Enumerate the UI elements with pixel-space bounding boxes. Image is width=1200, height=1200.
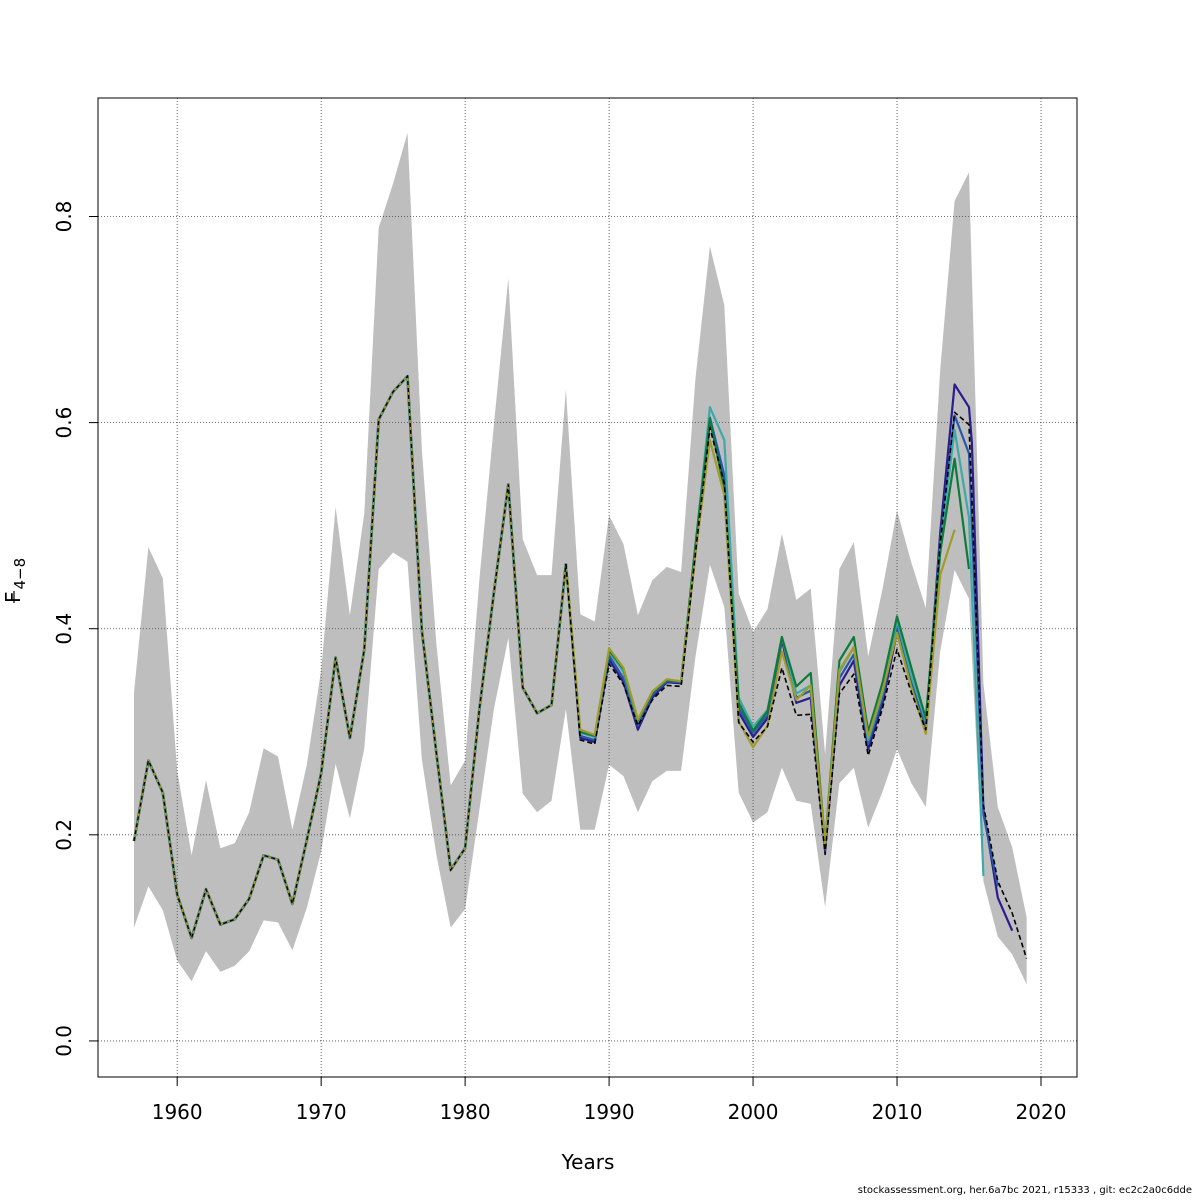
- x-axis: 1960 1970 1980 1990 2000 2010 2020: [152, 1076, 1067, 1124]
- y-tick-label: 0.8: [52, 201, 76, 233]
- retro-series-line-1: [564, 383, 1014, 932]
- x-axis-title: Years: [561, 1150, 615, 1174]
- x-tick-label: 1970: [296, 1100, 347, 1124]
- y-axis-title-main: F: [1, 591, 25, 603]
- y-axis-title: F4−8: [1, 558, 29, 603]
- retro-series-line-5: [564, 439, 956, 847]
- confidence-band: [134, 133, 1027, 985]
- confidence-band-layer: [134, 133, 1027, 985]
- x-tick-label: 1980: [440, 1100, 491, 1124]
- y-axis-title-sub: 4−8: [11, 558, 29, 590]
- y-tick-label: 0.4: [52, 613, 76, 645]
- x-tick-label: 1990: [584, 1100, 635, 1124]
- x-tick-label: 1960: [152, 1100, 203, 1124]
- series-layer: [132, 374, 1028, 959]
- x-tick-label: 2010: [872, 1100, 923, 1124]
- x-tick-label: 2020: [1016, 1100, 1067, 1124]
- history-line-dashed: [133, 374, 567, 941]
- y-axis: 0.0 0.2 0.4 0.6 0.8: [52, 201, 99, 1057]
- footer-credit: stockassessment.org, her.6a7bc 2021, r15…: [857, 1185, 1192, 1196]
- x-tick-label: 2000: [728, 1100, 779, 1124]
- grid-layer: [98, 98, 1077, 1077]
- svg-text:F4−8: F4−8: [1, 558, 29, 603]
- y-tick-label: 0.0: [52, 1025, 76, 1057]
- y-tick-label: 0.6: [52, 407, 76, 439]
- y-tick-label: 0.2: [52, 819, 76, 851]
